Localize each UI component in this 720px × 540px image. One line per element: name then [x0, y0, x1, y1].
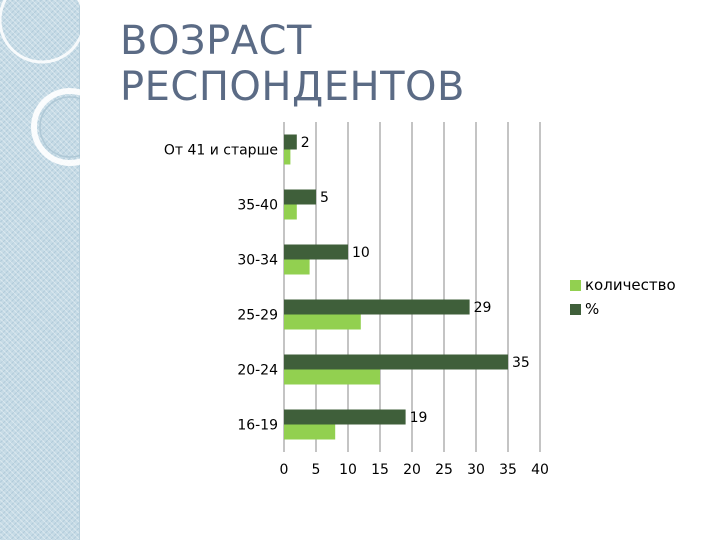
bar-count [284, 259, 310, 275]
bar-percent [284, 244, 348, 260]
bar-percent [284, 134, 297, 150]
bar-percent [284, 354, 508, 370]
category-label: 20-24 [237, 363, 278, 379]
x-tick-label: 20 [403, 462, 421, 478]
x-tick-label: 0 [280, 462, 289, 478]
title-line-1: ВОЗРАСТ [120, 18, 312, 64]
legend-entry: % [585, 300, 599, 318]
x-tick-label: 30 [467, 462, 485, 478]
bar-percent [284, 409, 406, 425]
category-label: 30-34 [237, 253, 278, 269]
x-tick-label: 40 [531, 462, 549, 478]
legend-entry: количество [585, 276, 676, 294]
bar-count [284, 204, 297, 220]
data-label-percent: 2 [301, 135, 310, 151]
legend-swatch [570, 304, 581, 315]
data-label-percent: 5 [320, 190, 329, 206]
x-tick-label: 15 [371, 462, 389, 478]
bar-percent [284, 299, 470, 315]
category-label: 25-29 [237, 308, 278, 324]
data-label-percent: 29 [474, 300, 492, 316]
data-label-percent: 10 [352, 245, 370, 261]
x-tick-label: 10 [339, 462, 357, 478]
decorative-sidebar [0, 0, 80, 540]
legend-swatch [570, 280, 581, 291]
category-label: От 41 и старше [164, 143, 278, 159]
data-label-percent: 19 [410, 410, 428, 426]
x-tick-label: 25 [435, 462, 453, 478]
category-label: 16-19 [237, 418, 278, 434]
x-tick-label: 35 [499, 462, 517, 478]
data-label-percent: 35 [512, 355, 530, 371]
x-tick-label: 5 [312, 462, 321, 478]
bar-count [284, 149, 291, 165]
bar-count [284, 314, 361, 330]
category-label: 35-40 [237, 198, 278, 214]
page-title: ВОЗРАСТ РЕСПОНДЕНТОВ [120, 18, 680, 110]
title-line-2: РЕСПОНДЕНТОВ [120, 64, 465, 110]
bar-count [284, 369, 380, 385]
bar-count [284, 424, 336, 440]
bar-percent [284, 189, 316, 205]
decorative-ring-bottom [31, 88, 80, 166]
decorative-ring-top [0, 0, 80, 64]
